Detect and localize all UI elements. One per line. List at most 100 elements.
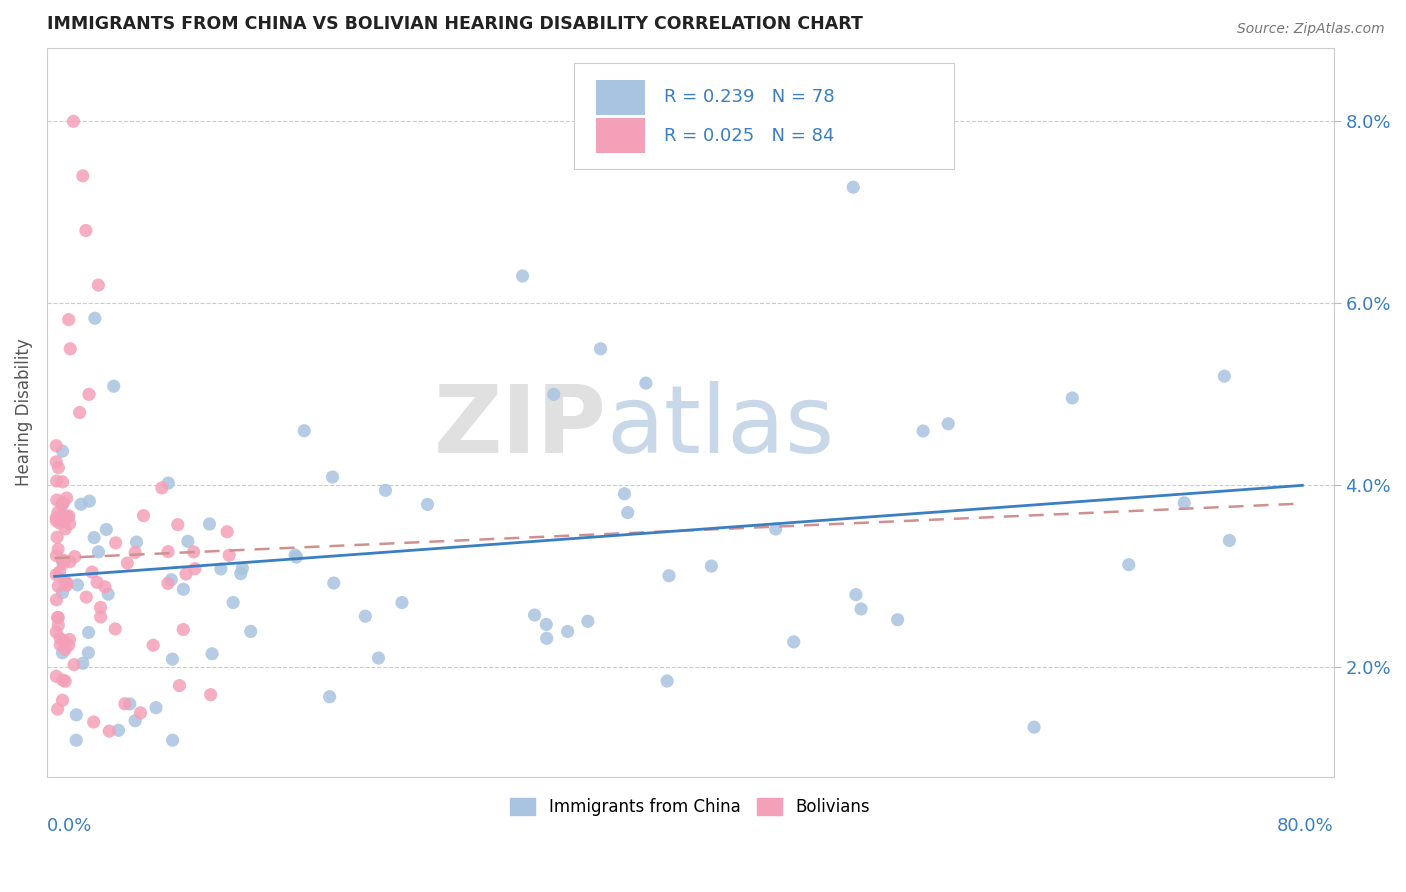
Legend: Immigrants from China, Bolivians: Immigrants from China, Bolivians [503,791,877,823]
Point [56,510,79,524]
Point [56,510,79,524]
Point [285,550,308,565]
Point [156,576,179,591]
Point [55,578,77,592]
FancyBboxPatch shape [596,79,645,115]
Point [58,516,80,531]
Point [46,530,69,544]
Point [70,497,93,511]
Point [160,573,183,587]
Point [849,602,872,616]
Point [65,733,87,747]
Point [1118,558,1140,572]
FancyBboxPatch shape [596,119,645,153]
Point [543,387,565,401]
Point [46,610,69,624]
Point [613,487,636,501]
Point [174,567,197,582]
Point [1062,391,1084,405]
Point [55,575,77,590]
Point [374,483,396,498]
Point [46,542,69,557]
Point [51,444,73,458]
Point [231,561,253,575]
Point [292,424,315,438]
Point [198,516,221,531]
Point [45,567,67,582]
Point [557,624,579,639]
Text: ZIP: ZIP [433,381,606,473]
Point [845,588,868,602]
Point [145,700,167,714]
Point [157,544,180,558]
Point [616,506,638,520]
Point [86,575,108,590]
Point [104,622,127,636]
Point [90,610,112,624]
Point [52,673,75,687]
Point [200,688,222,702]
Point [318,690,340,704]
Text: IMMIGRANTS FROM CHINA VS BOLIVIAN HEARING DISABILITY CORRELATION CHART: IMMIGRANTS FROM CHINA VS BOLIVIAN HEARIN… [46,15,863,33]
Point [79,494,101,508]
Point [45,439,67,453]
Point [655,674,678,689]
Point [72,657,94,671]
Point [125,535,148,549]
Point [391,596,413,610]
Point [58,638,80,652]
Point [97,587,120,601]
Point [87,545,110,559]
Point [52,496,75,510]
Text: 80.0%: 80.0% [1277,817,1333,835]
Point [51,646,73,660]
Point [46,702,69,716]
Point [52,634,75,648]
Point [56,575,79,590]
Point [66,578,89,592]
Point [46,618,69,632]
Point [51,498,73,512]
Point [69,405,91,419]
Text: 0.0%: 0.0% [46,817,93,835]
Point [576,614,599,628]
Point [65,707,87,722]
Point [129,706,152,720]
Point [49,632,72,646]
Point [77,646,100,660]
Point [114,697,136,711]
Text: R = 0.025   N = 84: R = 0.025 N = 84 [665,127,835,145]
Point [658,568,681,582]
Point [72,169,94,183]
Point [45,625,67,640]
Point [51,496,73,510]
Point [89,600,111,615]
Point [117,556,139,570]
FancyBboxPatch shape [575,63,955,169]
Point [142,638,165,652]
Point [77,625,100,640]
Point [52,513,75,527]
Point [523,608,546,623]
Point [51,585,73,599]
Point [45,592,67,607]
Point [96,523,118,537]
Point [157,476,180,491]
Point [1173,496,1195,510]
Point [62,114,84,128]
Point [700,559,723,574]
Point [166,517,188,532]
Point [124,714,146,728]
Point [58,312,80,326]
Point [53,674,76,689]
Point [55,491,77,505]
Text: atlas: atlas [606,381,835,473]
Point [48,460,70,475]
Point [150,481,173,495]
Point [416,497,439,511]
Point [94,580,117,594]
Point [177,534,200,549]
Point [51,693,73,707]
Point [536,632,558,646]
Point [1213,369,1236,384]
